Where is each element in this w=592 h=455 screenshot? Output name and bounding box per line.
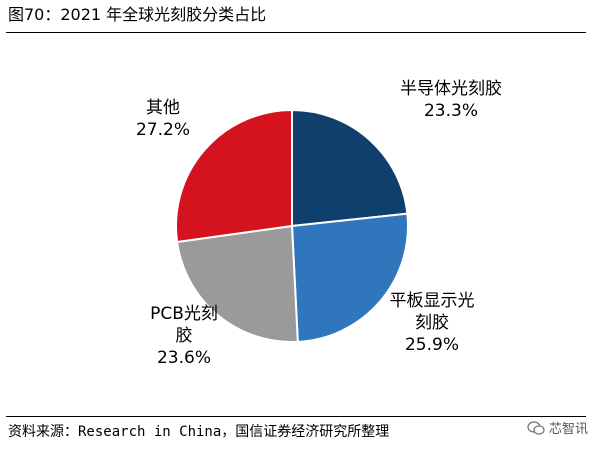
watermark-text: 芯智讯 [548,422,588,437]
slice-category-label-3: PCB光刻 [150,304,218,324]
pie-slice-3 [176,225,299,343]
slice-category-label-2: 平板显示光 [390,291,475,311]
source-note: 资料来源：Research in China，国信证券经济研究所整理 [8,421,389,443]
slice-category-label-1: 半导体光刻胶 [400,79,502,99]
pie-slice-2 [291,212,409,343]
source-divider [6,416,586,417]
pie-slice-4 [175,109,293,243]
slice-category-label-4: 其他 [146,98,180,118]
source-suffix: ，国信证券经济研究所整理 [221,424,390,440]
slice-value-label-3: 23.6% [157,348,211,368]
slice-value-label-2: 25.9% [405,335,459,355]
slice-value-label-1: 23.3% [424,101,478,121]
slice-category-label-2: 刻胶 [415,313,449,333]
pie-slices [175,109,409,343]
source-name: Research in China [78,424,222,440]
source-prefix: 资料来源： [8,424,78,440]
figure-title: 图70：2021 年全球光刻胶分类占比 [8,5,267,24]
slice-category-label-3: 胶 [176,326,193,346]
watermark: 芯智讯 [527,418,588,437]
slice-value-label-4: 27.2% [136,120,190,140]
pie-slice-1 [291,109,409,227]
wechat-icon [527,420,545,435]
title-divider [6,32,586,33]
